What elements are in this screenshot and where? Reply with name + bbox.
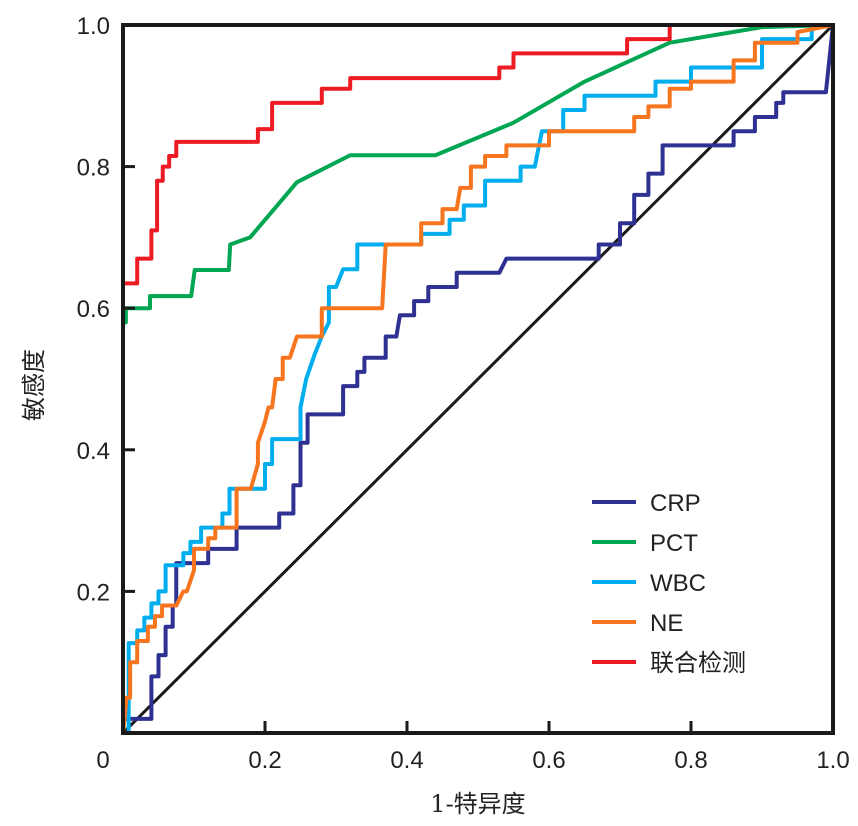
legend: CRP PCT WBC NE 联合检测 — [592, 490, 746, 677]
legend-label-0: CRP — [650, 490, 701, 517]
legend-label-1: PCT — [650, 530, 698, 557]
y-tick-label: 0.4 — [77, 438, 110, 465]
reference-diagonal-line — [121, 23, 835, 735]
x-tick-label: 0.4 — [390, 747, 423, 774]
y-tick-label: 0.2 — [77, 579, 110, 606]
y-tick-label: 0.8 — [77, 155, 110, 182]
x-tick-label: 0.6 — [532, 747, 565, 774]
x-tick-label: 1.0 — [816, 747, 849, 774]
x-axis-title: 1-特异度 — [430, 790, 525, 818]
legend-label-2: WBC — [650, 570, 706, 597]
plot-frame — [121, 23, 835, 735]
series-layer — [121, 23, 835, 735]
y-tick-label: 1.0 — [77, 13, 110, 40]
series-line-4 — [121, 23, 833, 733]
y-axis-title: 敏感度 — [20, 349, 48, 421]
series-line-0 — [121, 24, 835, 733]
y-tick-label: 0.6 — [77, 296, 110, 323]
x-tick-label: 0.2 — [248, 747, 281, 774]
series-line-3 — [121, 23, 834, 734]
x-tick-label: 0 — [96, 747, 109, 774]
legend-label-4: 联合检测 — [650, 650, 746, 677]
ticks-layer: 0 0.2 0.4 0.6 0.8 1.0 0.2 0.4 0.6 0.8 1.0 — [77, 13, 850, 774]
legend-label-3: NE — [650, 610, 683, 637]
x-tick-label: 0.8 — [674, 747, 707, 774]
